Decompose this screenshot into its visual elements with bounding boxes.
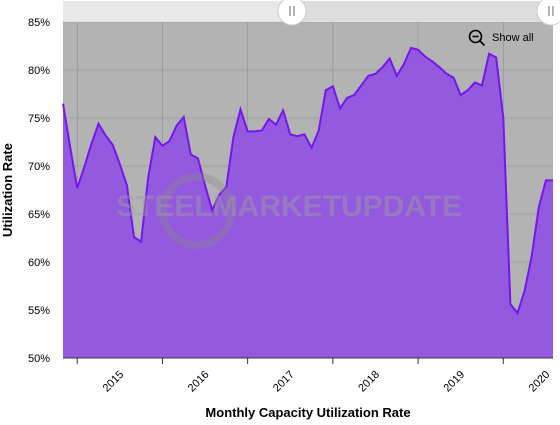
y-axis: 50% 55% 60% 65% 70% 75% 80% 85% <box>28 17 50 365</box>
show-all-label: Show all <box>492 32 534 44</box>
x-tick-label: 2020 <box>527 369 553 395</box>
y-tick-label: 65% <box>28 209 50 221</box>
y-tick-label: 70% <box>28 161 50 173</box>
y-tick-label: 55% <box>28 305 50 317</box>
y-tick-label: 60% <box>28 257 50 269</box>
y-tick-label: 85% <box>28 17 50 29</box>
navigator-bar[interactable] <box>63 1 553 21</box>
utilization-area <box>63 47 553 359</box>
x-axis-title: Monthly Capacity Utilization Rate <box>205 405 410 420</box>
navigator-right-handle[interactable] <box>536 0 560 26</box>
x-tick-label: 2015 <box>101 369 127 395</box>
navigator-left-handle[interactable] <box>277 0 307 26</box>
drag-handle-icon <box>548 6 554 16</box>
x-tick-label: 2017 <box>271 369 297 395</box>
drag-handle-icon <box>289 6 295 16</box>
y-tick-label: 80% <box>28 65 50 77</box>
watermark: STEELMARKETUPDATE <box>116 173 462 249</box>
watermark-text: STEELMARKETUPDATE <box>116 190 462 223</box>
utilization-line <box>62 46 553 315</box>
zoom-out-icon <box>468 29 486 47</box>
navigator-mask <box>292 1 553 21</box>
x-tick-label: 2018 <box>356 369 382 395</box>
y-axis-title: Utilization Rate <box>0 143 15 237</box>
show-all-button[interactable]: Show all <box>468 28 534 48</box>
x-axis: 2015 2016 2017 2018 2019 2020 <box>76 358 553 395</box>
x-tick-label: 2019 <box>441 369 467 395</box>
y-tick-label: 50% <box>28 353 50 365</box>
x-tick-label: 2016 <box>186 369 212 395</box>
y-tick-label: 75% <box>28 113 50 125</box>
